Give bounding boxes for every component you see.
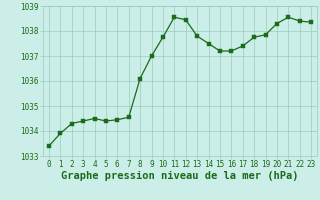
X-axis label: Graphe pression niveau de la mer (hPa): Graphe pression niveau de la mer (hPa): [61, 171, 299, 181]
